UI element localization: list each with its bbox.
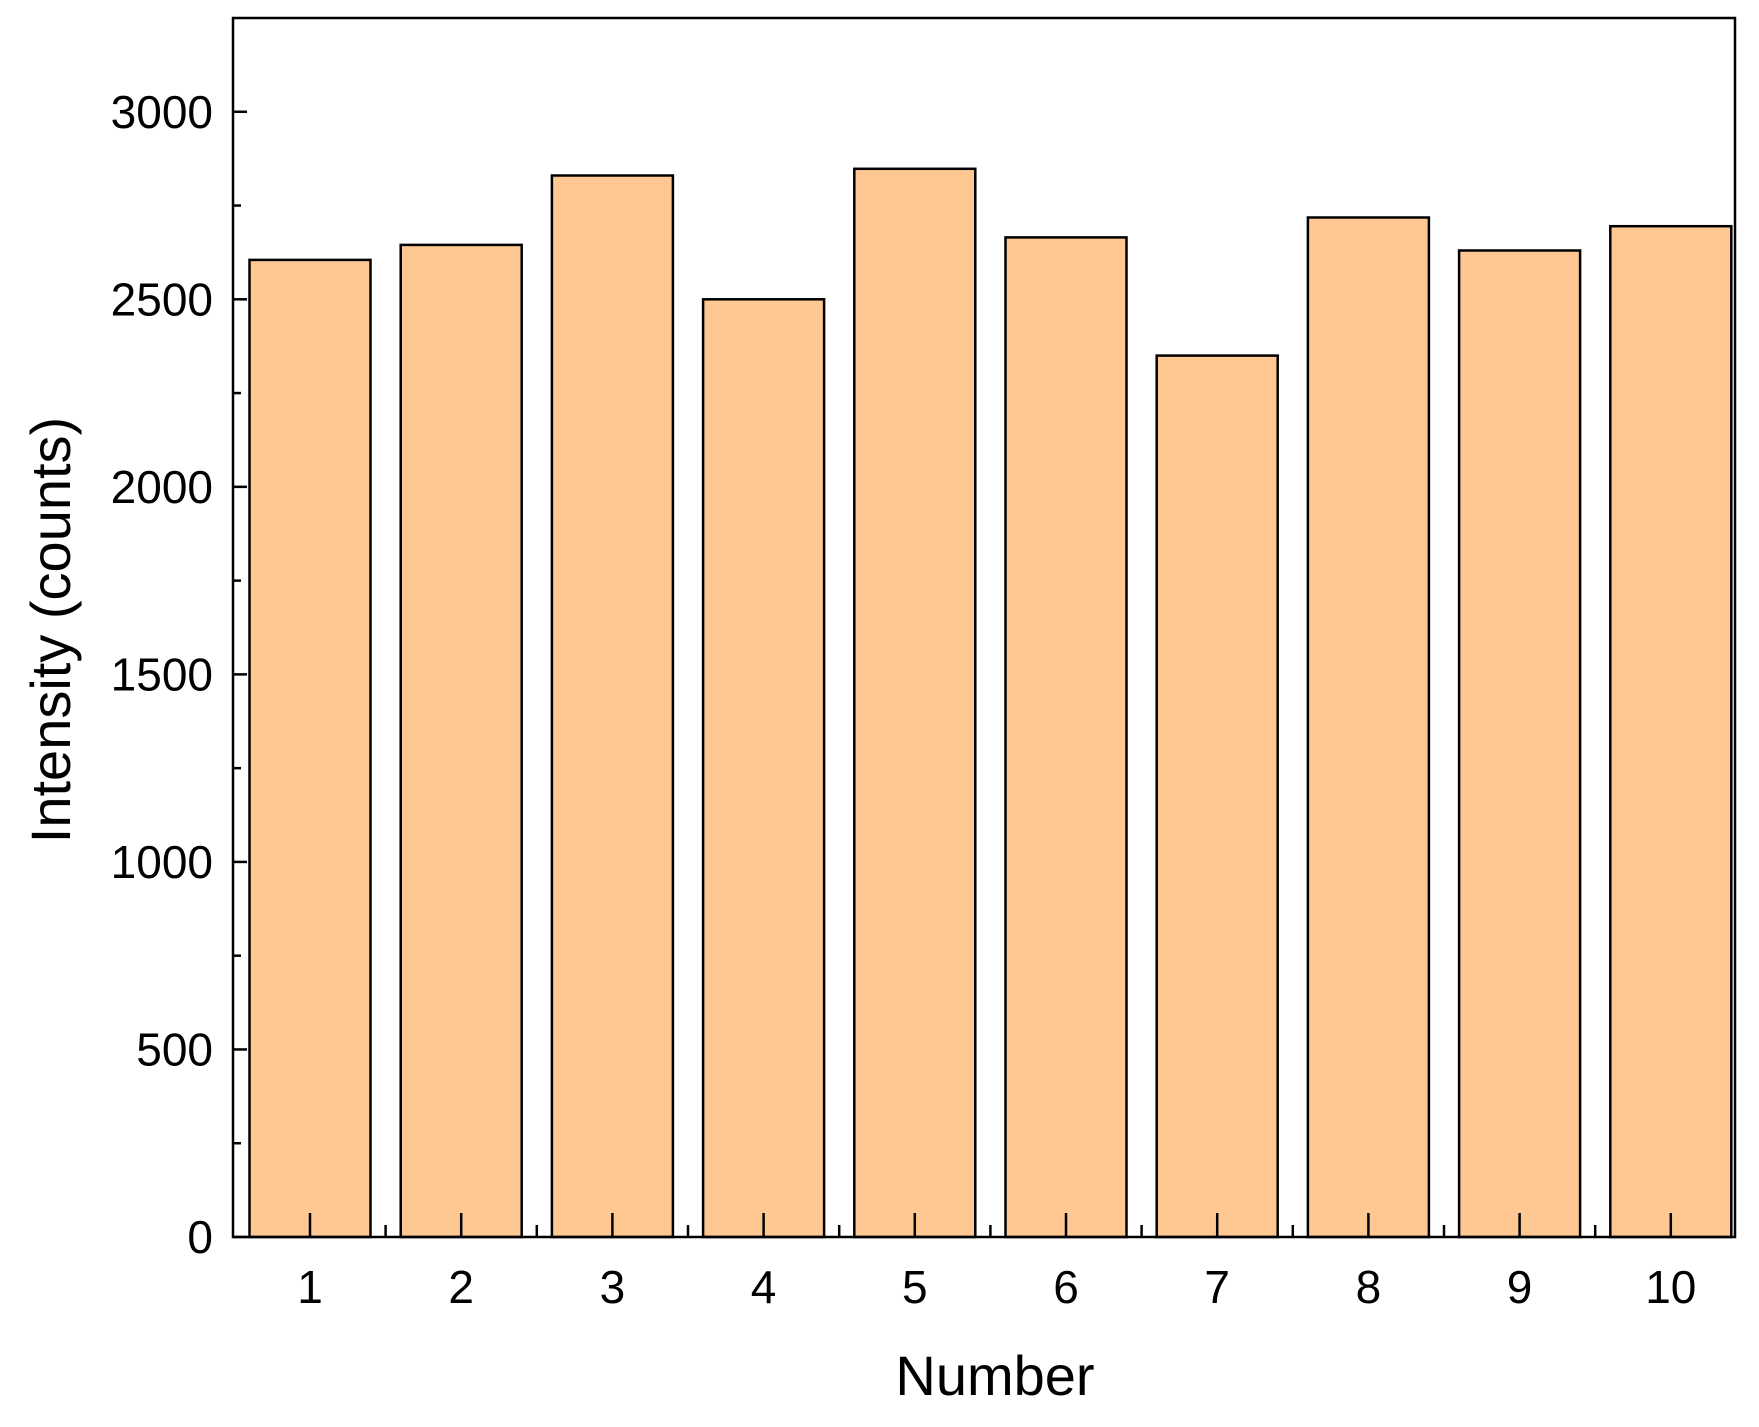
x-tick-label-7: 7 <box>1204 1261 1230 1313</box>
bar-2 <box>399 243 523 1239</box>
x-tick-label-4: 4 <box>751 1261 777 1313</box>
axis-labels: 0 500 1000 1500 2000 2500 3000 1 2 3 4 5 6 7 8 9 10 <box>111 86 1697 1313</box>
x-tick-label-10: 10 <box>1645 1261 1696 1313</box>
x-tick-label-1: 1 <box>297 1261 323 1313</box>
bar-6 <box>1004 236 1128 1239</box>
bar-3 <box>550 174 675 1239</box>
x-tick-label-6: 6 <box>1053 1261 1079 1313</box>
y-tick-label: 500 <box>136 1023 213 1075</box>
x-tick-label-3: 3 <box>600 1261 626 1313</box>
bar-4 <box>701 298 826 1239</box>
y-tick-label: 0 <box>187 1211 213 1263</box>
plot-frame <box>231 16 1737 1239</box>
x-tick-label-2: 2 <box>448 1261 474 1313</box>
x-tick-label-5: 5 <box>902 1261 928 1313</box>
bar-9 <box>1457 249 1582 1239</box>
y-tick-label: 1500 <box>111 648 213 700</box>
x-axis-title: Number <box>895 1344 1094 1407</box>
x-tick-label-8: 8 <box>1356 1261 1382 1313</box>
axis-ticks <box>233 110 1673 1239</box>
bar-5 <box>853 167 977 1239</box>
bar-8 <box>1306 216 1431 1239</box>
y-tick-label: 3000 <box>111 86 213 138</box>
bar-1 <box>248 258 372 1239</box>
plot-frame-rect <box>231 16 1737 1239</box>
bars-layer <box>248 167 1733 1239</box>
x-tick-label-9: 9 <box>1507 1261 1533 1313</box>
y-tick-label: 1000 <box>111 836 213 888</box>
bar-7 <box>1155 354 1279 1239</box>
y-tick-label: 2000 <box>111 461 213 513</box>
bar-10 <box>1609 224 1733 1239</box>
y-tick-label: 2500 <box>111 273 213 325</box>
y-axis-title: Intensity (counts) <box>19 417 82 843</box>
